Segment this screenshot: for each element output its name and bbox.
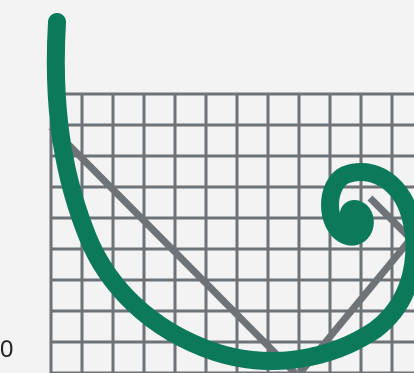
grid xyxy=(49,92,414,373)
zero-label: 0 xyxy=(0,336,14,363)
spiral-stroke xyxy=(46,13,414,370)
